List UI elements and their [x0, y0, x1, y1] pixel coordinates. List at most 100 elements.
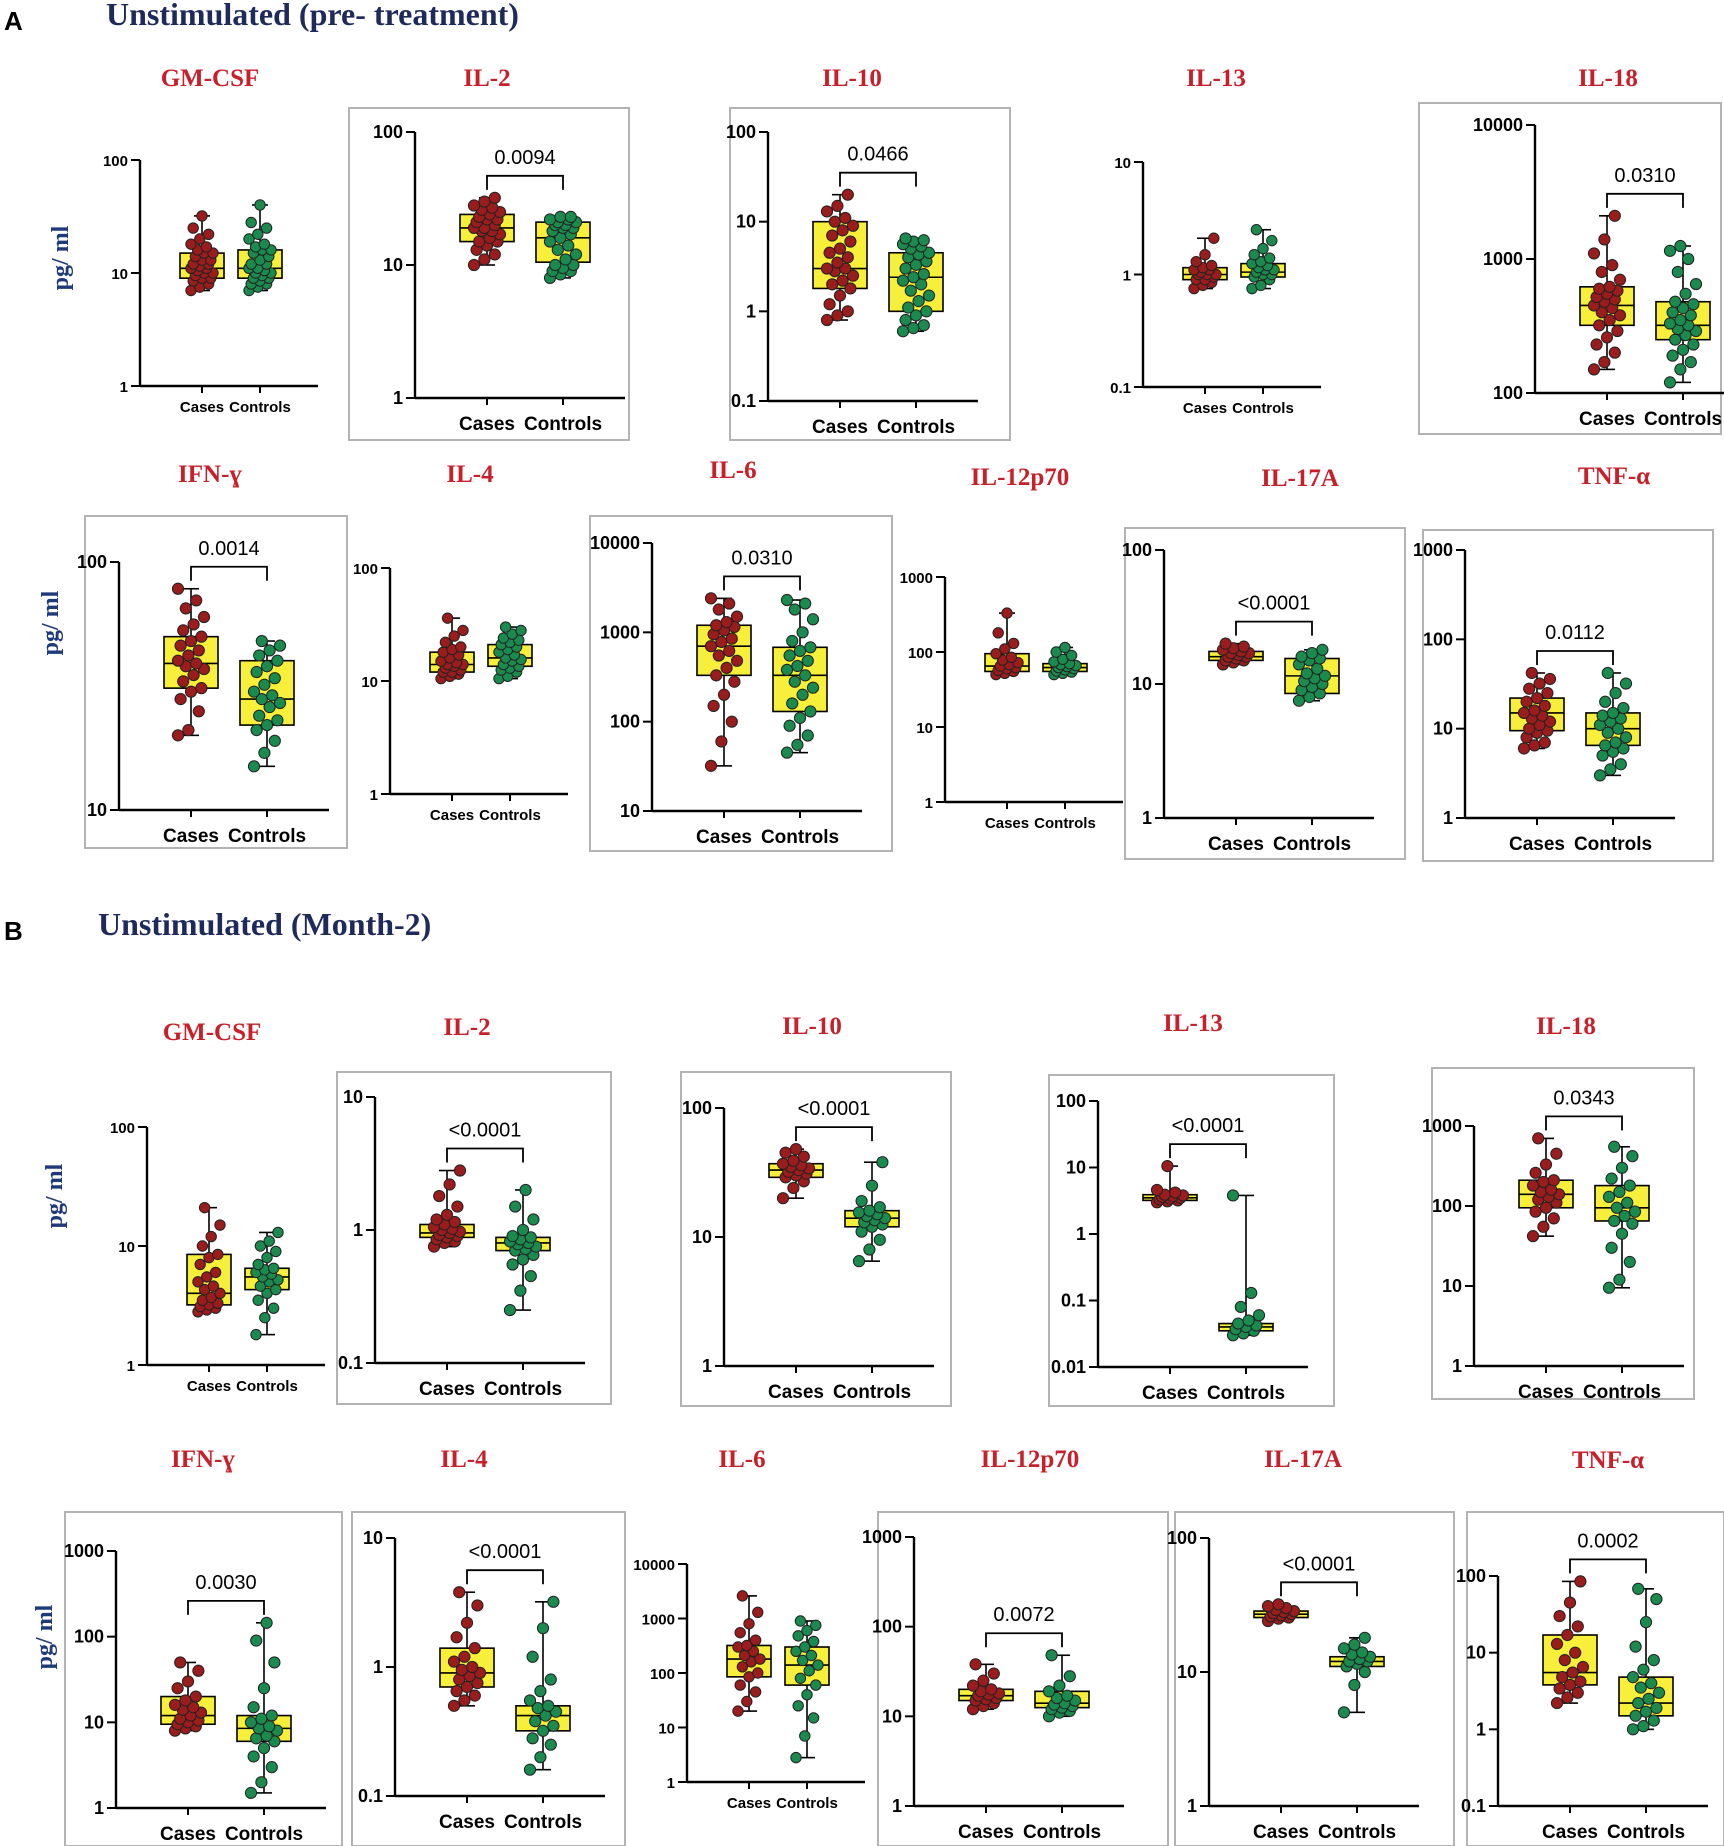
data-point — [917, 234, 930, 247]
p-value-label: <0.0001 — [449, 1120, 522, 1142]
plot-title: GM-CSF — [163, 1019, 262, 1046]
data-point — [730, 610, 744, 623]
data-point — [912, 295, 925, 308]
data-point — [245, 216, 257, 229]
data-point — [168, 1698, 182, 1711]
data-point — [723, 644, 736, 657]
y-tick-label: 10000 — [1473, 115, 1523, 135]
data-point — [1598, 233, 1611, 246]
p-value-label: 0.0343 — [1553, 1087, 1614, 1109]
plot-title: IL-10 — [782, 1013, 842, 1040]
data-point — [1547, 1174, 1560, 1187]
data-point — [876, 1156, 889, 1169]
y-tick-label: 1000 — [1422, 1116, 1462, 1136]
data-point — [831, 309, 844, 322]
data-point — [823, 298, 836, 311]
data-point — [780, 593, 794, 607]
data-point — [1538, 736, 1551, 749]
x-tick-label: Controls — [479, 807, 541, 824]
data-point — [1553, 1682, 1566, 1695]
data-point — [1618, 1209, 1631, 1223]
data-point — [922, 289, 936, 302]
p-value-label: 0.0310 — [731, 547, 792, 569]
data-point — [547, 1719, 560, 1732]
series-cases — [696, 592, 752, 772]
data-point — [1674, 363, 1687, 376]
data-point — [1005, 651, 1018, 663]
data-point — [1684, 309, 1697, 322]
series-controls — [487, 621, 533, 685]
panel-letter-a: A — [4, 6, 23, 36]
data-point — [1669, 333, 1682, 346]
data-point — [488, 248, 501, 261]
series-cases — [1579, 209, 1635, 376]
data-point — [458, 1694, 471, 1707]
data-point — [776, 1192, 790, 1205]
data-point — [1650, 1701, 1663, 1715]
data-point — [985, 1683, 998, 1696]
data-point — [551, 243, 564, 256]
data-point — [471, 1599, 484, 1612]
data-point — [1533, 677, 1546, 690]
p-value-label: 0.0014 — [198, 538, 259, 560]
data-point — [1623, 1179, 1636, 1192]
data-point — [247, 1750, 260, 1763]
data-point — [252, 1294, 264, 1306]
y-tick-label: 10 — [84, 1712, 104, 1732]
y-tick-label: 0.1 — [731, 391, 756, 411]
data-point — [263, 644, 276, 657]
significance-bracket — [795, 1126, 873, 1142]
data-point — [467, 199, 481, 212]
data-point — [786, 634, 799, 648]
data-point — [1356, 1646, 1369, 1659]
significance-bracket — [985, 1632, 1063, 1648]
data-point — [190, 657, 203, 670]
data-point — [1611, 324, 1624, 338]
y-tick-label: 1 — [393, 388, 403, 408]
series-cases — [726, 1590, 772, 1717]
data-point — [736, 1661, 749, 1673]
x-tick-label: Controls — [228, 826, 306, 847]
plot-ifn--pre: IFN-ɣ pg/ ml 10 100 Cases Controls 0.0014 — [38, 461, 348, 849]
data-point — [1596, 709, 1609, 722]
data-point — [783, 719, 796, 732]
data-point — [789, 1143, 803, 1156]
data-point — [754, 1653, 766, 1665]
data-point — [734, 1679, 746, 1691]
y-tick-label: 10 — [1114, 155, 1131, 172]
data-point — [1609, 687, 1622, 700]
data-point — [788, 603, 801, 616]
data-point — [1517, 742, 1531, 755]
data-point — [192, 705, 205, 718]
data-point — [523, 1694, 537, 1707]
y-tick-label: 1000 — [1413, 540, 1453, 560]
series-controls — [239, 634, 295, 773]
data-point — [1061, 1689, 1074, 1702]
data-point — [966, 1679, 980, 1692]
series-controls — [1240, 224, 1286, 295]
plot-title: IL-4 — [440, 1446, 488, 1473]
data-point — [831, 199, 844, 212]
data-point — [554, 210, 567, 223]
data-point — [247, 685, 261, 698]
plot-frame — [64, 1511, 343, 1846]
data-point — [1337, 1706, 1351, 1719]
series-cases — [1253, 1598, 1309, 1628]
y-tick-label: 1 — [667, 1775, 675, 1792]
data-point — [1621, 1196, 1634, 1209]
plot-title: IL-12p70 — [971, 464, 1070, 491]
data-point — [807, 1635, 820, 1648]
series-cases — [419, 1164, 475, 1253]
data-point — [1590, 338, 1603, 351]
data-point — [1626, 1217, 1639, 1230]
data-point — [1208, 232, 1220, 244]
data-point — [244, 1786, 258, 1800]
data-point — [1606, 706, 1620, 720]
data-point — [519, 1183, 532, 1197]
data-point — [267, 1262, 280, 1274]
data-point — [268, 672, 281, 685]
data-point — [488, 191, 501, 204]
y-tick-label: 10 — [736, 212, 756, 232]
data-point — [780, 746, 794, 759]
y-tick-label: 1 — [94, 1798, 104, 1818]
